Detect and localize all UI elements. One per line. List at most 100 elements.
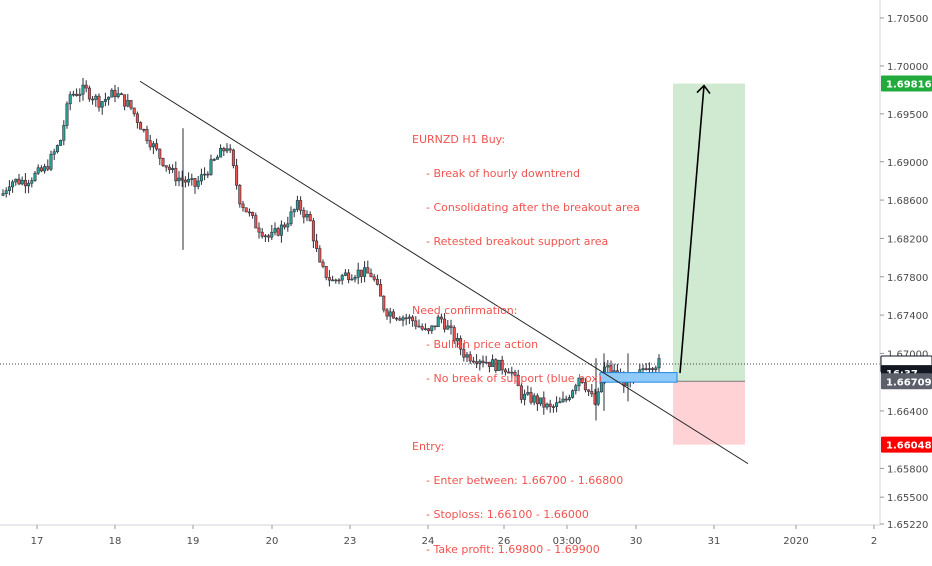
candle [110,88,114,98]
candle [555,396,559,413]
candle [251,211,255,219]
candle [139,121,143,130]
candle [260,228,264,239]
candle [254,212,258,229]
y-tick-label: 1.69500 [887,110,928,121]
candle [30,177,34,188]
candle [196,175,200,190]
candle [599,382,603,393]
candle [87,85,91,102]
candle [292,208,296,218]
candle [484,355,488,364]
candle [164,165,168,172]
candle [171,164,175,173]
candle [446,320,450,330]
candle [222,146,226,156]
candle [257,222,261,239]
candle [231,148,235,169]
candle [100,100,104,115]
candle [401,315,405,327]
annotation-point: - Enter between: 1.66700 - 1.66800 [426,474,624,488]
candle [273,222,277,236]
candle [449,319,453,335]
candle [126,93,130,108]
candle [33,171,37,182]
annotation-point: - Break of hourly downtrend [426,167,581,181]
candle [11,179,15,193]
candle [395,316,399,322]
x-tick-label: 20 [266,536,279,547]
candle [305,210,309,222]
trendline[interactable] [139,80,749,465]
candle [497,359,501,371]
y-tick-label: 1.67400 [887,311,928,322]
annotation-entry-title: Entry: [412,439,445,453]
candle [193,177,197,194]
candle [462,343,466,362]
candle [644,363,648,371]
annotation-confirm-title: Need confirmation: [412,303,518,317]
candle [343,269,347,277]
candle [113,84,117,103]
candle [215,154,219,160]
candle [379,278,383,297]
candle [363,261,367,283]
candle [507,368,511,374]
candle [286,216,290,232]
candle [4,187,8,198]
candle [337,278,341,285]
candle [567,394,571,402]
candle [151,141,155,155]
candle [283,222,287,230]
x-tick-label: 31 [708,536,721,547]
candle [206,171,210,179]
candle [71,90,75,97]
candle [455,333,459,348]
y-tick-label: 1.65800 [887,464,928,475]
time-axis[interactable]: 17 18 19 20 23 24 26 03:00 30 31 2020 2 [0,524,880,547]
x-tick-label: 30 [630,536,643,547]
candle [561,391,565,403]
support-box[interactable] [599,372,678,383]
candle [580,377,584,384]
candle [235,158,239,190]
candle [500,355,504,375]
candle [423,323,427,331]
candle [132,107,136,117]
projection-arrow[interactable] [679,84,711,374]
candle [59,139,63,146]
candle [225,143,229,154]
candle [571,389,575,399]
price-chart[interactable]: 1.70500 1.70000 1.69500 1.69000 1.68600 1.682… [0,0,932,550]
candle [417,319,421,328]
candle [315,233,319,253]
candle [183,176,187,188]
y-tick-label: 1.66400 [887,407,928,418]
price-axis[interactable]: 1.70500 1.70000 1.69500 1.69000 1.68600 1.682… [879,0,928,531]
profit-zone[interactable] [673,83,745,382]
candle [65,101,69,129]
candle [17,173,21,186]
candle [468,351,472,364]
candle [276,226,280,237]
candle [116,87,120,99]
candle [356,262,360,285]
candle [433,325,437,331]
candle [308,211,312,222]
loss-zone[interactable] [673,381,745,445]
annotation-point: - Stoploss: 1.66100 - 1.66000 [426,508,589,522]
candle [190,173,194,186]
annotation-point: - No break of support (blue box) [426,371,603,385]
arrow-head-icon [696,84,711,95]
x-tick-label: 26 [498,536,511,547]
candle [545,402,549,410]
candles-layer [1,78,661,421]
candle [519,383,523,404]
x-tick-label: 03:00 [553,536,582,547]
y-tick-label: 1.67800 [887,273,928,284]
candle [427,327,431,335]
candle [532,393,536,406]
candle [359,269,363,283]
price-badge-text: 1.66709 [886,377,932,388]
candle [199,168,203,185]
